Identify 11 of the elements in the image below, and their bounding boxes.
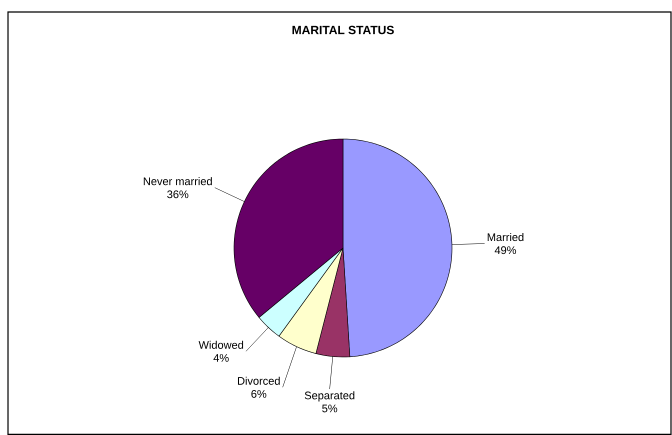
slice-label: Divorced: [238, 376, 280, 385]
slice-label: Married: [488, 233, 524, 242]
slice-label: Never married: [144, 177, 212, 186]
chart-title: MARITAL STATUS: [292, 26, 394, 34]
slice-label: Widowed: [198, 340, 244, 349]
data-label: 6%: [251, 390, 266, 398]
data-label: 5%: [322, 404, 338, 412]
data-label: 4%: [213, 354, 229, 362]
data-label: 36%: [167, 190, 188, 198]
data-label: 49%: [494, 246, 516, 254]
slice-label: Separated: [304, 391, 354, 402]
